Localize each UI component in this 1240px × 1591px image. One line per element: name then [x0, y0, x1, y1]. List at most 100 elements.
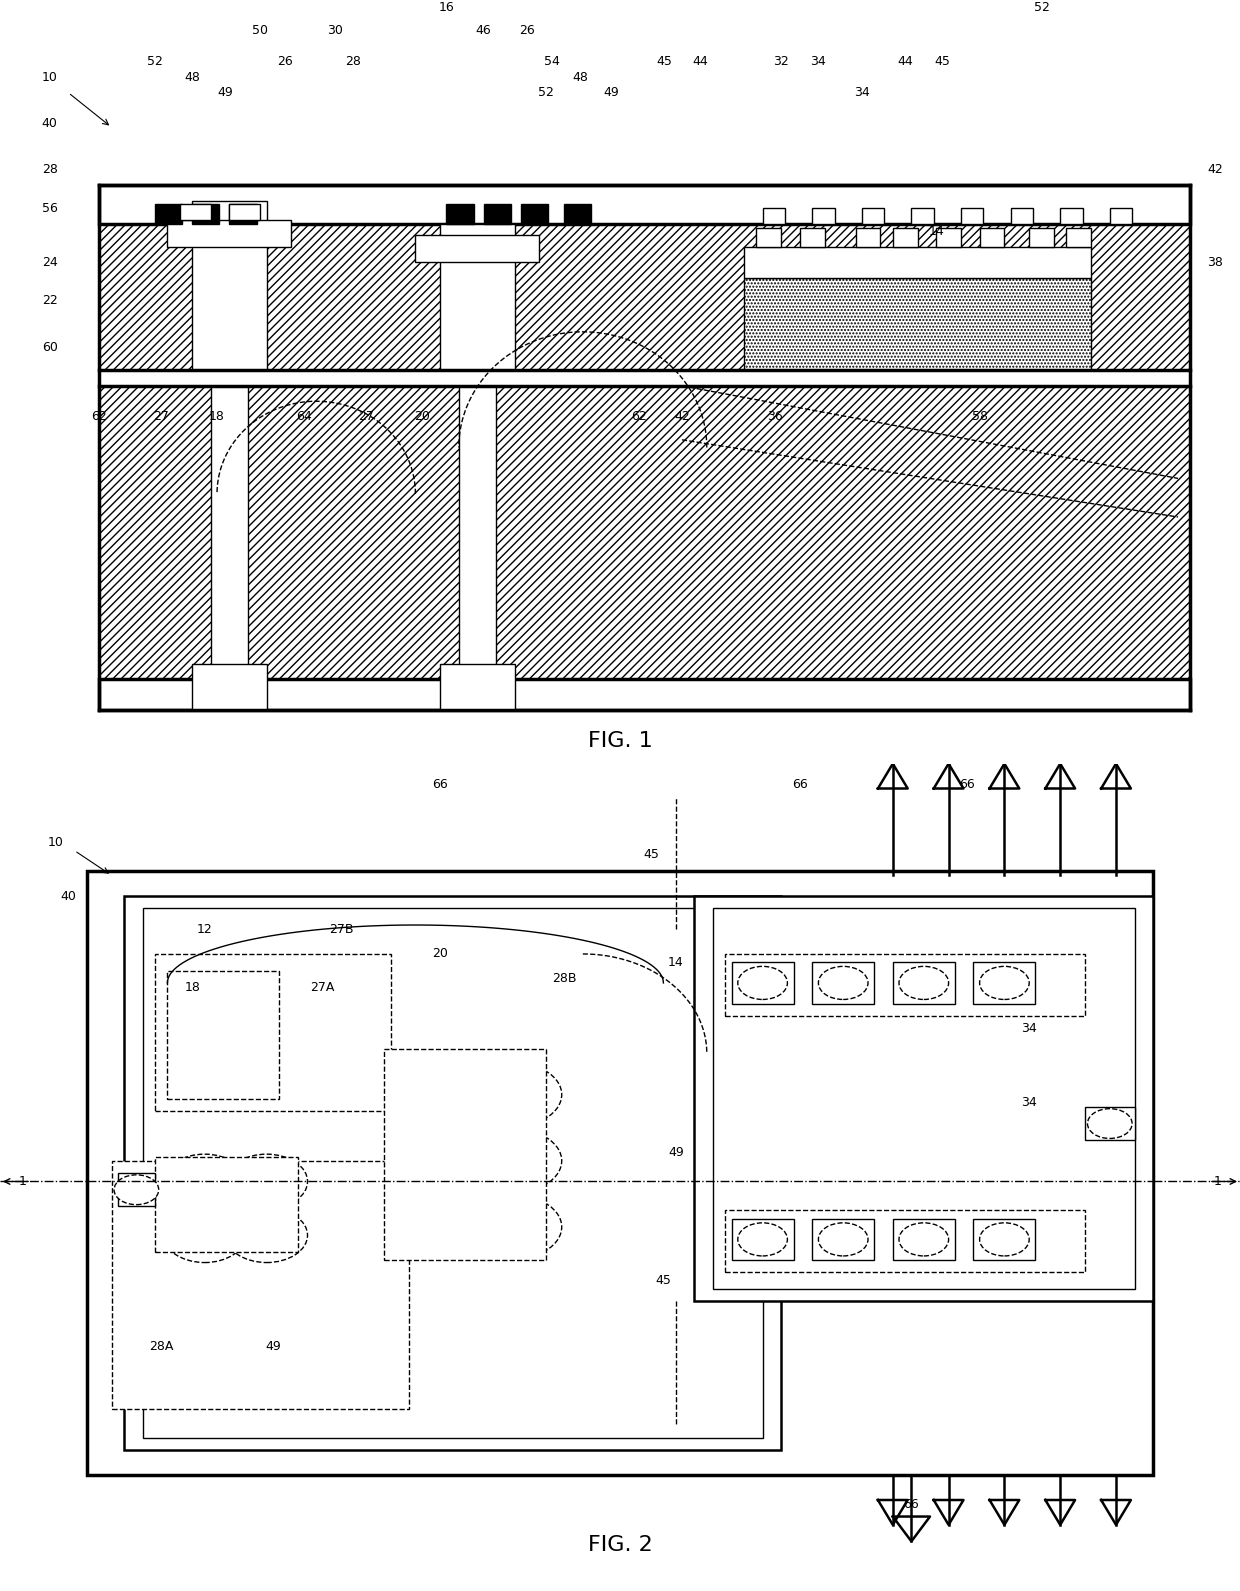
- Bar: [192, 200, 267, 371]
- Bar: [980, 228, 1004, 247]
- Text: 42: 42: [675, 410, 689, 423]
- Bar: [155, 1157, 298, 1252]
- Circle shape: [818, 1223, 868, 1255]
- Bar: [713, 908, 1135, 1289]
- Bar: [521, 205, 548, 224]
- Text: 66: 66: [904, 1497, 919, 1510]
- Bar: [384, 1048, 546, 1260]
- Bar: [744, 278, 1091, 371]
- Bar: [732, 1219, 794, 1260]
- Bar: [167, 220, 291, 247]
- Text: 66: 66: [433, 778, 448, 791]
- Bar: [756, 228, 781, 247]
- Bar: [725, 1211, 1085, 1273]
- Circle shape: [818, 966, 868, 999]
- Text: 27: 27: [154, 410, 169, 423]
- Text: 32: 32: [774, 56, 789, 68]
- Circle shape: [467, 1130, 562, 1192]
- Text: 44: 44: [693, 56, 708, 68]
- Text: 26: 26: [520, 24, 534, 37]
- Bar: [180, 205, 211, 220]
- Text: 48: 48: [185, 70, 200, 84]
- Bar: [862, 208, 884, 224]
- Bar: [229, 205, 260, 220]
- Bar: [1066, 228, 1091, 247]
- Text: 26: 26: [278, 56, 293, 68]
- Text: 64: 64: [296, 410, 311, 423]
- Bar: [911, 208, 934, 224]
- Bar: [99, 185, 1190, 224]
- Text: 1: 1: [19, 1176, 26, 1188]
- Text: 24: 24: [42, 256, 57, 269]
- Text: 49: 49: [604, 86, 619, 99]
- Text: FIG. 1: FIG. 1: [588, 730, 652, 751]
- Text: 45: 45: [657, 56, 672, 68]
- Bar: [211, 387, 248, 679]
- Text: 46: 46: [476, 24, 491, 37]
- Bar: [87, 872, 1153, 1475]
- Text: 52: 52: [1034, 2, 1049, 14]
- Text: 28: 28: [346, 56, 361, 68]
- Text: 58: 58: [972, 410, 987, 423]
- Bar: [973, 1219, 1035, 1260]
- Bar: [143, 908, 763, 1438]
- Bar: [229, 205, 257, 224]
- Text: 27B: 27B: [329, 923, 353, 936]
- Circle shape: [399, 1195, 494, 1258]
- Circle shape: [399, 1063, 494, 1126]
- Text: 66: 66: [792, 778, 807, 791]
- Bar: [99, 224, 1190, 371]
- Bar: [694, 896, 1153, 1301]
- Text: 42: 42: [1208, 164, 1223, 177]
- Bar: [1029, 228, 1054, 247]
- Text: 22: 22: [42, 294, 57, 307]
- Text: 16: 16: [439, 2, 454, 14]
- Text: 34: 34: [1022, 1096, 1037, 1109]
- Text: 10: 10: [42, 70, 57, 84]
- Bar: [167, 971, 279, 1099]
- Bar: [744, 247, 1091, 278]
- Text: 50: 50: [253, 24, 268, 37]
- Bar: [564, 205, 591, 224]
- Bar: [732, 963, 794, 1004]
- Text: 34: 34: [1022, 1021, 1037, 1034]
- Bar: [192, 205, 219, 224]
- Bar: [99, 679, 1190, 710]
- Bar: [192, 663, 267, 710]
- Bar: [124, 896, 781, 1451]
- Text: 18: 18: [210, 410, 224, 423]
- Text: 40: 40: [61, 889, 76, 902]
- Text: 54: 54: [544, 56, 559, 68]
- Bar: [440, 663, 515, 710]
- Bar: [812, 208, 835, 224]
- Bar: [155, 955, 391, 1111]
- Text: 34: 34: [811, 56, 826, 68]
- Text: 34: 34: [854, 86, 869, 99]
- Bar: [446, 205, 474, 224]
- Bar: [1060, 208, 1083, 224]
- Text: 28A: 28A: [149, 1341, 174, 1354]
- Text: 49: 49: [218, 86, 233, 99]
- Circle shape: [738, 966, 787, 999]
- Text: 44: 44: [898, 56, 913, 68]
- Text: 45: 45: [935, 56, 950, 68]
- Text: 56: 56: [42, 202, 57, 215]
- Text: 45: 45: [656, 1274, 671, 1287]
- Circle shape: [1087, 1109, 1132, 1139]
- Bar: [893, 228, 918, 247]
- Bar: [812, 963, 874, 1004]
- Text: 60: 60: [42, 340, 57, 353]
- Circle shape: [114, 1174, 159, 1204]
- Text: 40: 40: [42, 118, 57, 130]
- Bar: [893, 963, 955, 1004]
- Circle shape: [226, 1208, 308, 1263]
- Circle shape: [467, 1195, 562, 1258]
- Text: 1: 1: [1214, 1176, 1221, 1188]
- Text: 14: 14: [668, 956, 683, 969]
- Circle shape: [738, 1223, 787, 1255]
- Text: 48: 48: [573, 70, 588, 84]
- Bar: [800, 228, 825, 247]
- Text: 28B: 28B: [552, 972, 577, 985]
- Circle shape: [164, 1208, 246, 1263]
- Text: 49: 49: [265, 1341, 280, 1354]
